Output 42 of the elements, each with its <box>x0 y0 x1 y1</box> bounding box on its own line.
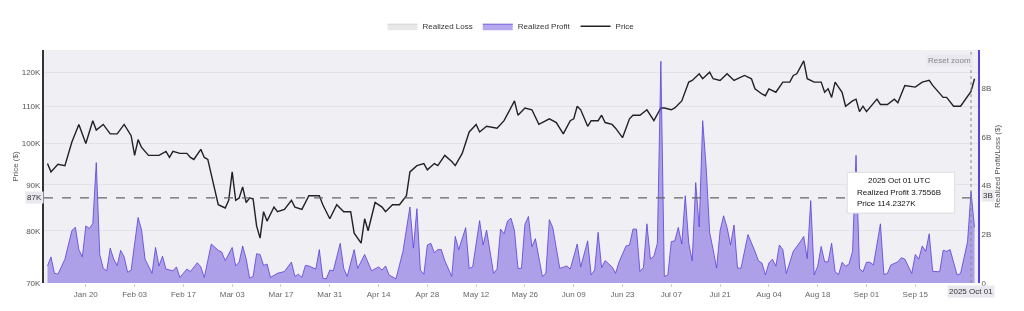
x-tick-label: May 26 <box>511 289 539 299</box>
legend-label: Price <box>615 22 635 32</box>
y-axis-title: Price ($) <box>10 151 20 182</box>
annotation: Reset zoom <box>928 56 972 65</box>
x-tick-label: Jun 23 <box>610 289 636 299</box>
y-tick-label: 100K <box>21 139 42 149</box>
legend-label: Realized Profit <box>517 22 571 32</box>
x-tick-label: Feb 03 <box>122 289 148 299</box>
x-tick-label: Feb 17 <box>170 289 197 299</box>
ref-line-label: 2025 Oct 01 <box>949 287 994 296</box>
legend-label: Realized Loss <box>422 22 473 32</box>
y-tick-label: 70K <box>26 278 42 288</box>
x-tick-label: Apr 14 <box>366 289 391 299</box>
x-tick-label: Sep 01 <box>853 289 880 299</box>
y2-tick-label: 8B <box>981 83 992 93</box>
x-tick-label: Aug 18 <box>805 289 831 299</box>
x-tick-label: Mar 03 <box>219 289 246 299</box>
y2-tick-label: 4B <box>981 181 992 191</box>
x-tick-label: Apr 28 <box>415 289 440 299</box>
x-tick-label: Sep 15 <box>902 289 929 299</box>
x-tick-label: Mar 31 <box>317 289 343 299</box>
y2-tick-label: 2B <box>981 230 992 240</box>
y-tick-label: 80K <box>26 226 42 236</box>
y-tick-label: 90K <box>26 180 42 190</box>
annotation: Price 114.2327K <box>857 199 917 208</box>
x-tick-label: May 12 <box>463 289 490 299</box>
ref-line-label: 87K <box>27 193 42 202</box>
x-tick-label: Jun 09 <box>561 289 587 299</box>
x-tick-label: Jul 07 <box>660 289 683 299</box>
y-tick-label: 110K <box>22 102 42 112</box>
y2-tick-label: 0 <box>981 278 987 288</box>
y2-axis-title: Realized Profit/Loss ($) <box>993 124 1002 209</box>
x-tick-label: Aug 04 <box>756 289 783 299</box>
text: 3B <box>983 191 993 200</box>
x-tick-label: Jul 21 <box>709 289 732 299</box>
line-series <box>46 60 976 244</box>
annotation: Realized Profit 3.7556B <box>857 188 942 197</box>
x-tick-label: Jan 20 <box>73 289 99 299</box>
y-tick-label: 120K <box>21 67 42 77</box>
annotation: 2025 Oct 01 UTC <box>868 176 931 185</box>
y2-tick-label: 6B <box>981 132 992 142</box>
x-tick-label: Mar 17 <box>268 289 294 299</box>
